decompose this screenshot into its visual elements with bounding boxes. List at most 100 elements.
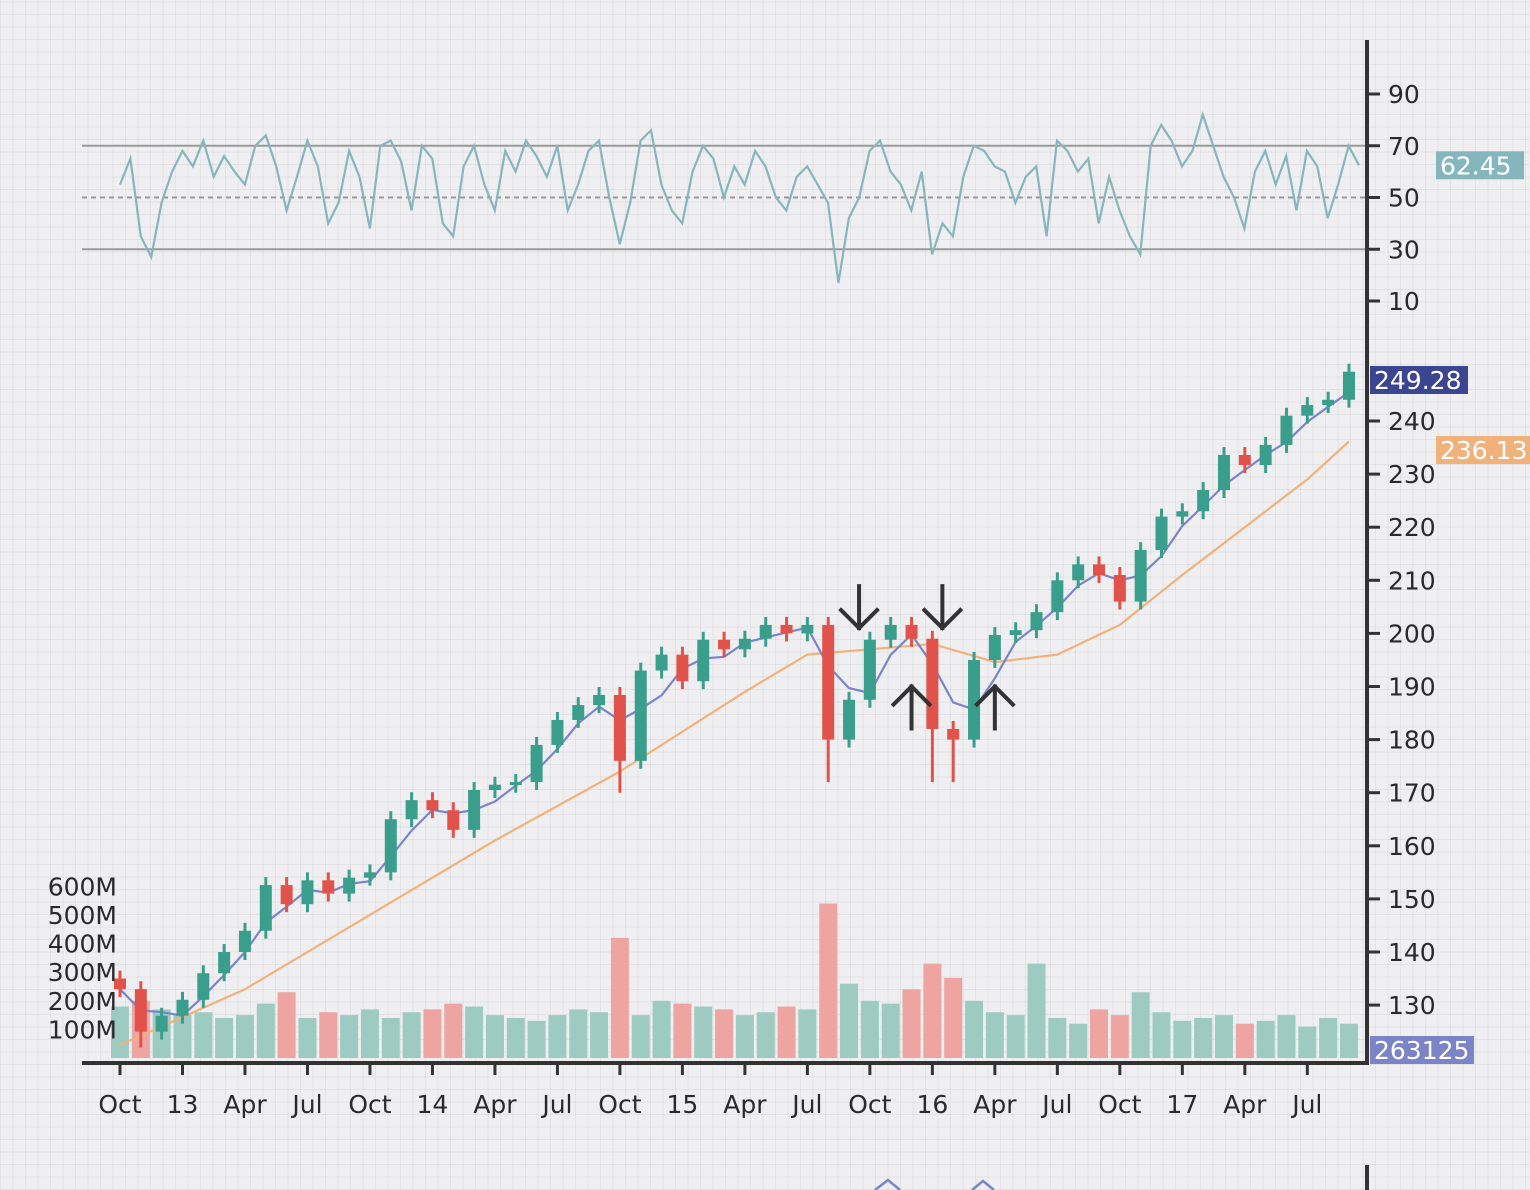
volume-bar [1298,1026,1317,1058]
candlestick [343,869,356,902]
candle-body [822,624,835,740]
candle-body [759,624,772,639]
candle-body [1176,511,1189,517]
price-tick-label: 210 [1388,566,1436,595]
candlestick [114,970,126,998]
rsi-value-label: 62.45 [1440,151,1512,180]
volume-bar [777,1006,796,1058]
volume-tick-label: 300M [48,958,117,987]
candlestick [1093,556,1106,583]
candlestick [1259,436,1272,474]
candlestick [926,630,939,783]
volume-bar [735,1015,754,1058]
candle-body [926,638,939,729]
last-price-label: 249.28 [1374,366,1461,395]
x-tick-label: Jul [290,1090,322,1119]
x-tick-label: 17 [1166,1090,1198,1119]
annotations [838,584,1016,731]
volume-bar [256,1003,275,1058]
volume-bar [1006,1015,1025,1058]
candlestick [1051,572,1064,621]
candle-body [801,624,814,634]
candle-body [363,872,376,878]
volume-bar [298,1017,317,1058]
x-tick-label: 15 [667,1090,699,1119]
volume-bar [340,1015,359,1058]
volume-bar [194,1012,213,1058]
x-tick-label: Oct [1098,1090,1141,1119]
candle-body [634,670,647,761]
price-tick-label: 160 [1388,832,1436,861]
candle-body [863,639,876,700]
candlestick [468,782,481,838]
up-arrow-icon [890,683,933,731]
candle-body [1259,444,1272,466]
candle-body [1280,415,1293,445]
candlestick [822,616,835,783]
candle-body [988,634,1001,660]
volume-bar [694,1006,713,1058]
candlestick [405,792,418,828]
volume-bar [506,1017,525,1058]
volume-bar [965,1000,984,1058]
volume-bar [1235,1023,1254,1058]
candle-body [530,744,543,783]
price-tick-label: 180 [1388,726,1436,755]
volume-bar [569,1009,588,1058]
volume-bar [215,1017,234,1058]
rsi-tick-label: 70 [1388,132,1420,161]
price-tick-label: 220 [1388,513,1436,542]
candle-body [1217,454,1230,491]
candle-body [426,800,439,811]
candlestick [655,646,668,679]
candle-body [155,1015,168,1032]
x-tick-label: Apr [473,1090,517,1119]
candlestick [843,691,856,748]
volume-bar [1277,1015,1296,1058]
candlestick [593,687,606,714]
candle-body [301,880,314,905]
candlestick [780,616,793,642]
candle-body [1093,564,1106,575]
volume-bar [860,1000,879,1058]
x-tick-label: Apr [723,1090,767,1119]
volume-bar [985,1012,1004,1058]
volume-bar [1194,1017,1213,1058]
candle-body [259,885,272,931]
candlestick [738,630,751,658]
candle-body [676,654,689,682]
volume-bar [590,1012,609,1058]
price-tick-label: 190 [1388,673,1436,702]
candlestick [1113,567,1126,610]
volume-bar [1256,1020,1275,1058]
volume-bar [402,1012,421,1058]
candle-body [780,624,793,634]
candle-body [843,699,856,740]
candlestick [1342,363,1355,408]
candlestick [1072,556,1085,589]
candle-body [697,639,710,682]
up-arrow-icon [974,683,1016,731]
volume-bar [1069,1023,1088,1058]
x-tick-label: Jul [1040,1090,1072,1119]
candlestick [426,792,439,819]
candle-body [405,800,418,820]
rsi-line [118,110,1360,284]
candlesticks [114,363,1355,1048]
volume-bar [360,1009,379,1058]
volume-value-label-box [1370,1036,1474,1064]
candlestick [218,944,231,982]
candlestick [947,721,960,783]
candlestick [134,981,147,1048]
candlestick [1155,508,1168,558]
candlestick [1009,622,1022,643]
down-arrow-icon [838,584,880,631]
candle-body [238,930,251,952]
volume-bar [715,1009,734,1058]
volume-bar [1048,1017,1067,1058]
rsi-tick-label: 30 [1388,235,1420,264]
candle-body [384,819,397,873]
candlestick [488,776,501,799]
